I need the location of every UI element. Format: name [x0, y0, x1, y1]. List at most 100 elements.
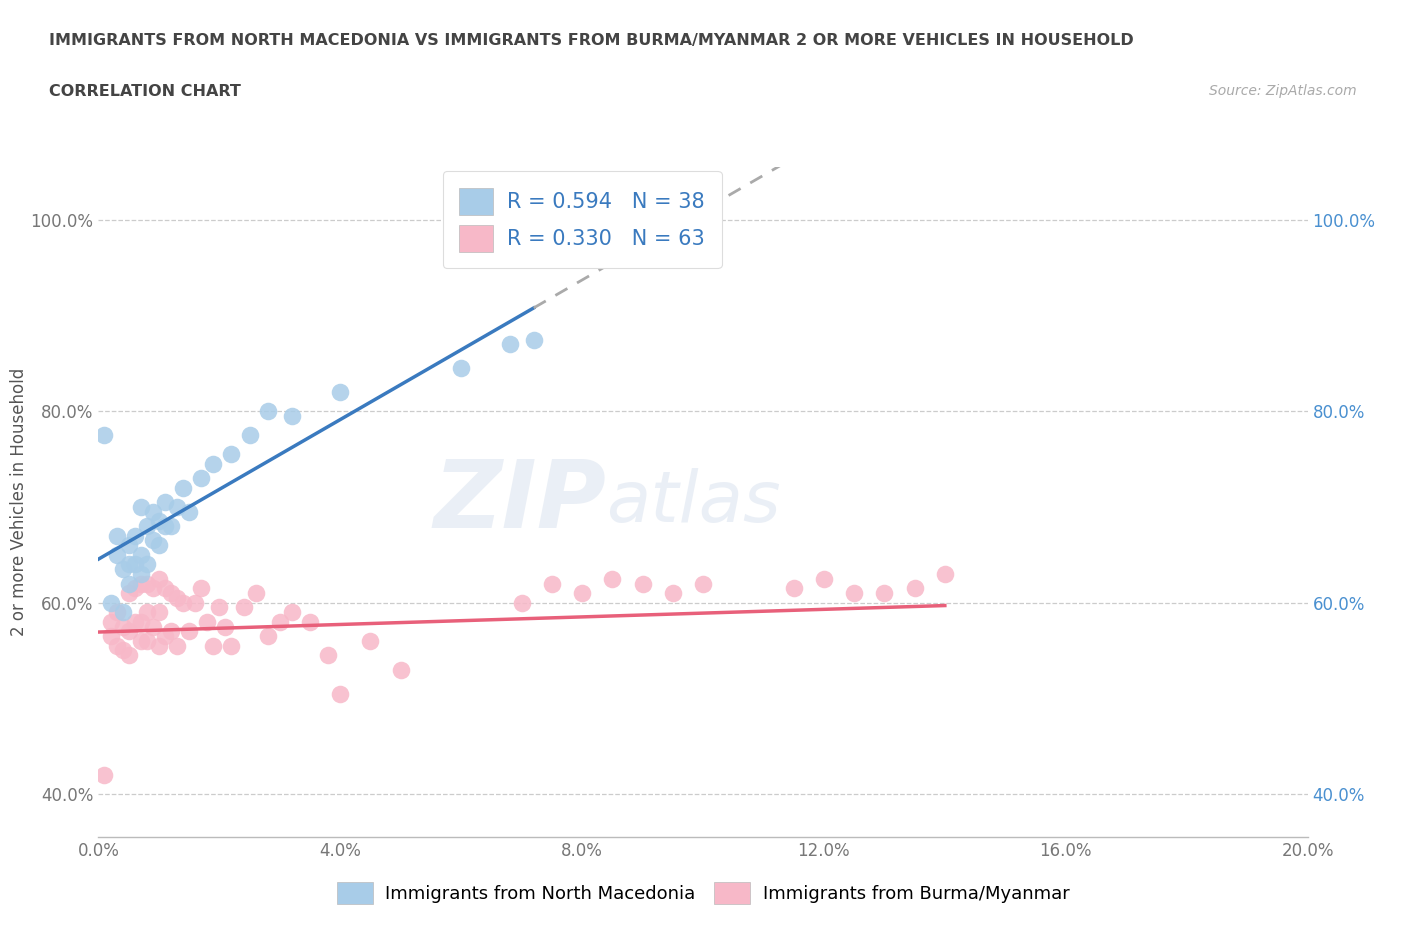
Point [142, 504, 165, 519]
Point [184, 595, 207, 610]
Point [202, 457, 225, 472]
Legend: R = 0.594   N = 38, R = 0.330   N = 63: R = 0.594 N = 38, R = 0.330 N = 63 [443, 171, 721, 269]
Point [571, 586, 593, 601]
Point [172, 595, 194, 610]
Point [692, 576, 714, 591]
Point [111, 643, 134, 658]
Point [202, 638, 225, 653]
Point [100, 615, 122, 630]
Point [160, 624, 183, 639]
Point [93, 428, 115, 443]
Text: IMMIGRANTS FROM NORTH MACEDONIA VS IMMIGRANTS FROM BURMA/MYANMAR 2 OR MORE VEHIC: IMMIGRANTS FROM NORTH MACEDONIA VS IMMIG… [49, 33, 1135, 47]
Point [153, 629, 176, 644]
Point [281, 408, 304, 423]
Point [179, 624, 201, 639]
Point [111, 562, 134, 577]
Point [160, 519, 183, 534]
Point [631, 576, 654, 591]
Point [873, 586, 896, 601]
Point [190, 581, 212, 596]
Point [129, 548, 152, 563]
Point [450, 883, 472, 897]
Point [135, 604, 157, 619]
Point [93, 767, 115, 782]
Point [142, 533, 165, 548]
Point [221, 638, 243, 653]
Legend: Immigrants from North Macedonia, Immigrants from Burma/Myanmar: Immigrants from North Macedonia, Immigra… [329, 874, 1077, 911]
Point [148, 571, 170, 586]
Point [124, 528, 146, 543]
Point [142, 581, 165, 596]
Point [118, 538, 141, 552]
Point [510, 595, 533, 610]
Point [602, 571, 624, 586]
Point [153, 495, 176, 510]
Text: ZIP: ZIP [433, 457, 606, 548]
Point [329, 686, 352, 701]
Point [124, 615, 146, 630]
Point [135, 576, 157, 591]
Text: Source: ZipAtlas.com: Source: ZipAtlas.com [1209, 84, 1357, 98]
Point [129, 633, 152, 648]
Point [148, 538, 170, 552]
Point [389, 662, 412, 677]
Point [124, 581, 146, 596]
Point [153, 519, 176, 534]
Point [124, 557, 146, 572]
Point [100, 595, 122, 610]
Point [118, 624, 141, 639]
Point [148, 514, 170, 529]
Point [498, 337, 520, 352]
Point [256, 404, 278, 418]
Point [813, 571, 835, 586]
Point [142, 619, 165, 634]
Point [148, 604, 170, 619]
Point [523, 332, 546, 347]
Point [245, 586, 267, 601]
Point [166, 591, 188, 605]
Text: atlas: atlas [606, 468, 780, 537]
Point [166, 499, 188, 514]
Point [118, 557, 141, 572]
Point [450, 361, 472, 376]
Point [179, 504, 201, 519]
Point [239, 428, 262, 443]
Point [135, 633, 157, 648]
Y-axis label: 2 or more Vehicles in Household: 2 or more Vehicles in Household [10, 368, 28, 636]
Point [481, 863, 503, 878]
Point [281, 604, 304, 619]
Point [316, 648, 339, 663]
Point [118, 648, 141, 663]
Point [153, 581, 176, 596]
Point [129, 499, 152, 514]
Point [214, 619, 236, 634]
Point [540, 576, 562, 591]
Point [662, 586, 685, 601]
Point [105, 528, 128, 543]
Point [844, 586, 866, 601]
Point [129, 566, 152, 581]
Point [100, 629, 122, 644]
Point [166, 638, 188, 653]
Point [148, 638, 170, 653]
Point [208, 600, 231, 615]
Point [160, 586, 183, 601]
Point [904, 581, 927, 596]
Point [329, 385, 352, 400]
Point [172, 481, 194, 496]
Point [360, 633, 382, 648]
Point [105, 548, 128, 563]
Point [232, 600, 254, 615]
Point [195, 615, 218, 630]
Point [118, 576, 141, 591]
Point [221, 447, 243, 462]
Point [135, 519, 157, 534]
Point [135, 557, 157, 572]
Point [269, 615, 291, 630]
Point [256, 629, 278, 644]
Point [299, 615, 322, 630]
Point [111, 604, 134, 619]
Point [105, 604, 128, 619]
Point [105, 638, 128, 653]
Point [129, 615, 152, 630]
